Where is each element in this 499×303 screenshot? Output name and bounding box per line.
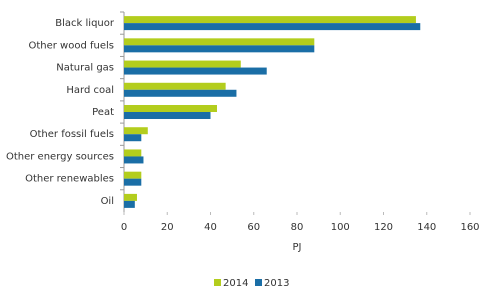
bar bbox=[124, 178, 142, 186]
x-tick-label: 0 bbox=[121, 222, 127, 233]
bar bbox=[124, 193, 137, 201]
y-tick-label: Other energy sources bbox=[6, 151, 114, 162]
bar bbox=[124, 149, 142, 157]
legend-label: 2013 bbox=[264, 278, 289, 289]
legend-swatch bbox=[255, 279, 262, 286]
bar bbox=[124, 156, 144, 164]
bar bbox=[124, 89, 237, 97]
x-tick-label: 100 bbox=[331, 222, 350, 233]
y-tick-label: Other wood fuels bbox=[28, 40, 114, 51]
x-tick-label: 120 bbox=[374, 222, 393, 233]
y-tick-label: Other renewables bbox=[25, 174, 114, 185]
x-axis-label: PJ bbox=[293, 242, 302, 253]
bar bbox=[124, 127, 148, 135]
bar bbox=[124, 60, 241, 68]
bar bbox=[124, 23, 421, 31]
legend-swatch bbox=[214, 279, 221, 286]
x-tick-label: 160 bbox=[460, 222, 479, 233]
x-tick-label: 40 bbox=[204, 222, 217, 233]
bar bbox=[124, 16, 416, 24]
y-tick-label: Other fossil fuels bbox=[30, 129, 114, 140]
x-tick-label: 20 bbox=[161, 222, 174, 233]
bar bbox=[124, 171, 142, 179]
bar bbox=[124, 67, 267, 75]
y-tick-label: Natural gas bbox=[56, 63, 114, 74]
y-tick-label: Peat bbox=[92, 107, 114, 118]
x-tick-label: 80 bbox=[291, 222, 304, 233]
x-tick-label: 60 bbox=[247, 222, 260, 233]
bar bbox=[124, 134, 142, 142]
bar bbox=[124, 82, 226, 90]
legend-label: 2014 bbox=[223, 278, 248, 289]
x-tick-label: 140 bbox=[417, 222, 436, 233]
bar bbox=[124, 112, 211, 119]
y-tick-label: Black liquor bbox=[55, 18, 115, 29]
bar bbox=[124, 105, 217, 112]
y-tick-label: Oil bbox=[101, 196, 114, 207]
bar bbox=[124, 45, 315, 53]
y-tick-label: Hard coal bbox=[66, 85, 114, 96]
bar bbox=[124, 38, 315, 46]
bar bbox=[124, 200, 135, 208]
